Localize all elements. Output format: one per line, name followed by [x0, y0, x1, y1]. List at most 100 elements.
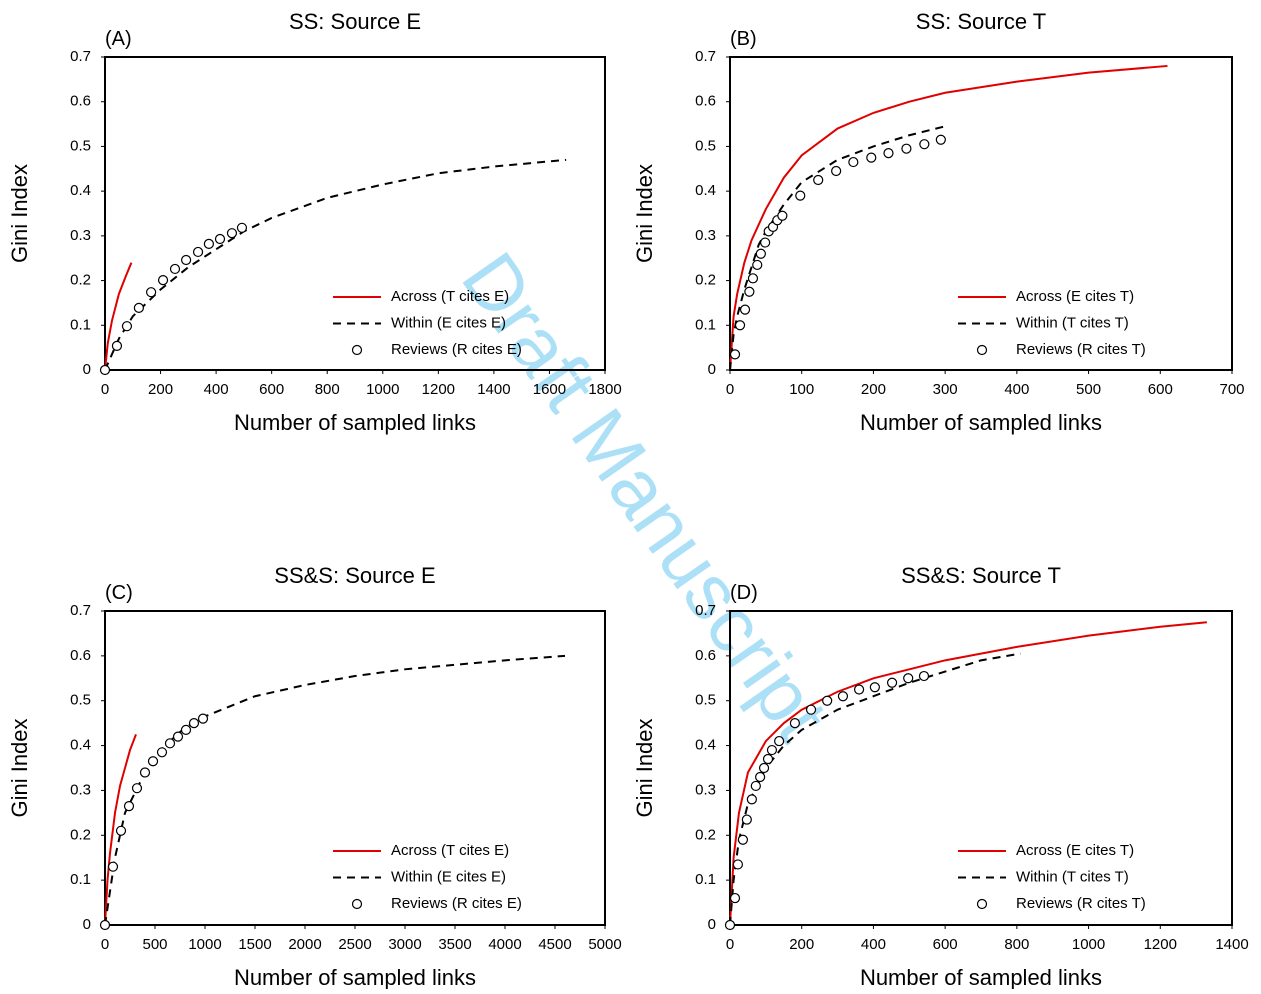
x-tick-label: 600 — [1148, 381, 1173, 398]
data-point — [139, 767, 151, 778]
data-point — [758, 762, 770, 774]
chart-title: SS: Source T — [916, 9, 1046, 34]
y-tick-label: 0.3 — [70, 781, 91, 798]
y-tick-label: 0.5 — [695, 137, 716, 154]
y-tick-label: 0.6 — [70, 647, 91, 664]
data-point — [157, 275, 169, 286]
x-tick-label: 1400 — [477, 381, 510, 398]
x-tick-label: 300 — [933, 381, 958, 398]
data-point — [214, 233, 226, 245]
data-point — [147, 756, 159, 767]
x-tick-label: 800 — [315, 381, 340, 398]
legend-marker — [351, 898, 363, 910]
data-point — [172, 731, 184, 742]
panel-label: (A) — [105, 28, 132, 50]
data-point — [133, 302, 144, 313]
data-point — [203, 238, 214, 250]
data-point — [156, 747, 168, 758]
data-point — [197, 713, 209, 724]
panel: (D) SS&S: Source T Number of sampled links… — [632, 563, 1249, 990]
legend-label: Reviews (R cites E) — [391, 895, 522, 912]
legend-label: Within (E cites E) — [391, 868, 506, 885]
data-point — [192, 246, 204, 258]
y-tick-label: 0 — [708, 916, 716, 933]
x-tick-label: 2000 — [288, 936, 321, 953]
panel: (A) SS: Source E Number of sampled links Gi… — [7, 9, 622, 435]
x-tick-label: 3500 — [438, 936, 471, 953]
plot-frame — [104, 610, 606, 926]
y-tick-label: 0.3 — [695, 781, 716, 798]
y-tick-label: 0.6 — [70, 93, 91, 110]
data-point — [724, 919, 736, 931]
legend-label: Within (T cites T) — [1016, 868, 1129, 885]
x-tick-label: 1600 — [533, 381, 566, 398]
data-point — [766, 744, 778, 756]
legend-marker — [976, 344, 988, 356]
x-tick-label: 200 — [861, 381, 886, 398]
x-tick-label: 4000 — [488, 936, 521, 953]
y-axis-label: Gini Index — [7, 718, 32, 817]
x-tick-label: 3000 — [388, 936, 421, 953]
data-point — [164, 738, 176, 749]
data-point — [741, 814, 752, 825]
legend-label: Reviews (R cites T) — [1016, 895, 1146, 912]
data-point — [752, 259, 763, 271]
x-tick-label: 4500 — [538, 936, 571, 953]
legend-label: Reviews (R cites T) — [1016, 341, 1146, 358]
data-point — [805, 704, 817, 715]
x-tick-label: 2500 — [338, 936, 371, 953]
x-tick-label: 1000 — [188, 936, 221, 953]
y-tick-label: 0.4 — [70, 737, 91, 754]
data-point — [919, 139, 930, 150]
x-tick-label: 0 — [101, 936, 109, 953]
x-tick-label: 400 — [1004, 381, 1029, 398]
data-point — [886, 677, 898, 688]
data-point — [774, 735, 785, 747]
data-point — [935, 134, 946, 145]
data-point — [99, 364, 111, 376]
data-line — [104, 262, 133, 371]
y-tick-label: 0.5 — [70, 692, 91, 709]
x-tick-label: 0 — [726, 936, 734, 953]
x-tick-label: 1000 — [366, 381, 399, 398]
y-tick-label: 0 — [83, 361, 91, 378]
data-point — [777, 210, 788, 221]
data-point — [903, 673, 914, 684]
x-axis-label: Number of sampled links — [860, 965, 1102, 989]
data-point — [755, 771, 766, 783]
legend-marker — [351, 344, 363, 356]
data-point — [866, 152, 877, 163]
data-point — [918, 670, 930, 682]
data-point — [744, 286, 755, 297]
data-point — [813, 174, 824, 186]
x-tick-label: 500 — [142, 936, 167, 953]
y-axis-label: Gini Index — [632, 164, 657, 263]
panel-label: (C) — [105, 582, 133, 604]
x-tick-label: 500 — [1076, 381, 1101, 398]
legend-label: Across (E cites T) — [1016, 288, 1134, 305]
legend-label: Across (T cites E) — [391, 842, 509, 859]
data-point — [737, 834, 749, 845]
x-tick-label: 400 — [204, 381, 229, 398]
data-point — [760, 237, 771, 248]
x-tick-label: 700 — [1219, 381, 1244, 398]
x-tick-label: 1500 — [238, 936, 271, 953]
y-tick-label: 0.3 — [70, 227, 91, 244]
plot-frame — [729, 56, 1233, 371]
data-point — [121, 321, 133, 332]
data-point — [729, 892, 741, 904]
data-point — [734, 320, 746, 331]
y-tick-label: 0.7 — [70, 602, 91, 619]
y-tick-label: 0.4 — [70, 182, 91, 199]
y-tick-label: 0.1 — [70, 316, 91, 333]
data-point — [226, 228, 238, 239]
plot-frame — [104, 56, 606, 371]
x-tick-label: 5000 — [588, 936, 621, 953]
data-point — [755, 248, 766, 259]
data-point — [181, 254, 192, 266]
y-tick-label: 0.1 — [70, 871, 91, 888]
y-tick-label: 0.7 — [695, 602, 716, 619]
data-point — [131, 783, 143, 794]
data-point — [236, 222, 248, 233]
panel: (C) SS&S: Source E Number of sampled links… — [7, 563, 622, 990]
